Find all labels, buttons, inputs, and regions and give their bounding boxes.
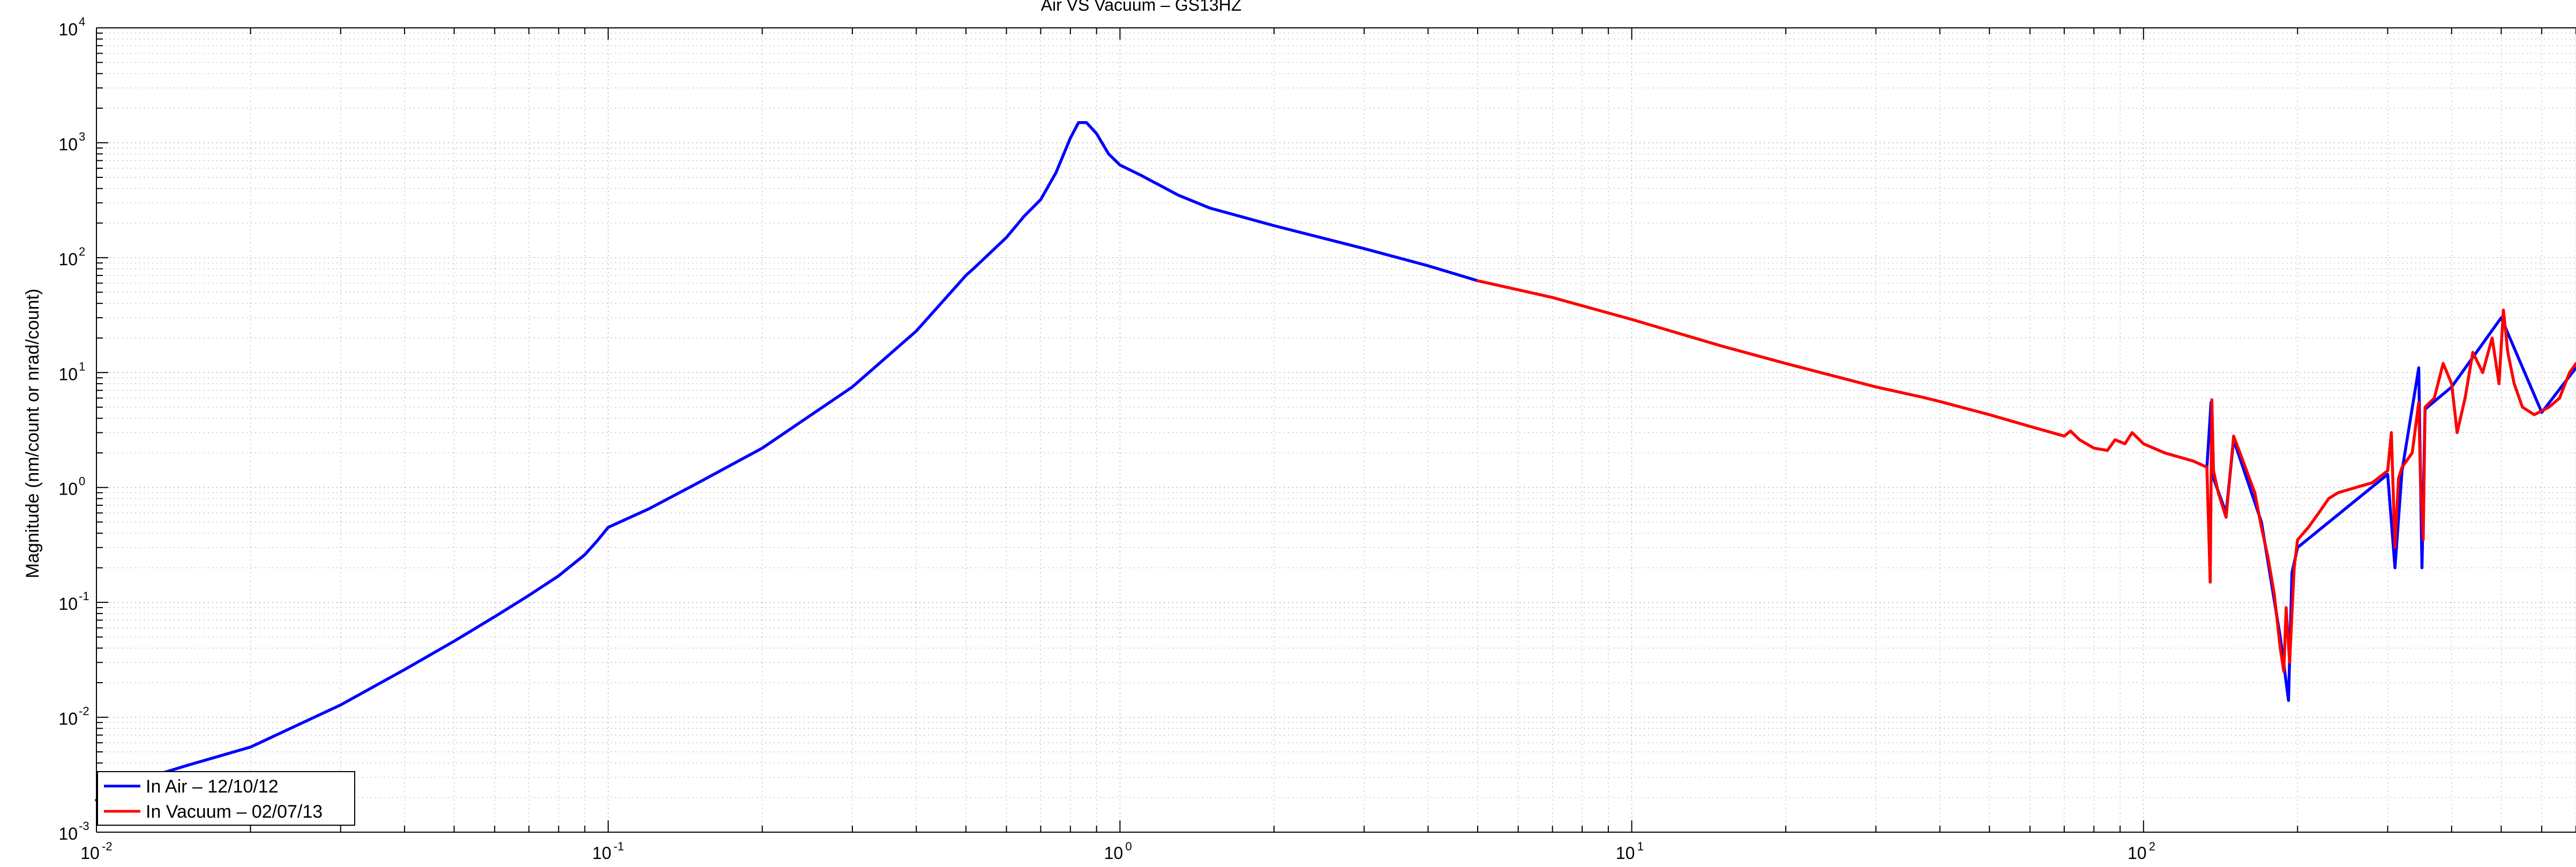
- x-tick-exponent: 2: [2149, 840, 2155, 853]
- legend-box: [97, 771, 355, 826]
- axes: [96, 27, 2576, 833]
- x-tick-exponent: -1: [613, 840, 624, 853]
- y-tick-label: 10: [58, 364, 78, 384]
- y-tick-label: 10: [58, 20, 78, 39]
- x-tick-exponent: 1: [1637, 840, 1644, 853]
- y-tick-label: 10: [58, 594, 78, 614]
- series-layer: [95, 121, 2576, 802]
- y-tick-exponent: 1: [79, 360, 85, 373]
- y-tick-label: 10: [58, 824, 78, 843]
- x-tick-label: 10: [1616, 843, 1635, 863]
- x-tick-labels: 10 -2 10 -1 10 0 10 1 10 2: [80, 840, 2155, 863]
- y-tick-label: 10: [58, 709, 78, 729]
- y-tick-exponent: 3: [79, 130, 85, 143]
- y-axis-title: Magnitude (nm/count or nrad/count): [23, 289, 43, 579]
- chart-title: Air VS Vacuum – GS13HZ: [1041, 0, 1242, 14]
- x-tick-exponent: 0: [1125, 840, 1132, 853]
- series-line-in-vacuum-overlay: [1477, 279, 2576, 673]
- y-tick-exponent: -3: [79, 819, 89, 833]
- x-tick-exponent: -2: [102, 840, 113, 853]
- y-tick-exponent: 4: [79, 15, 85, 28]
- y-tick-exponent: -2: [79, 705, 89, 718]
- series-line-0: [95, 121, 1479, 802]
- y-tick-label: 10: [58, 134, 78, 154]
- grid: [96, 27, 2576, 833]
- y-tick-exponent: 2: [79, 245, 85, 258]
- legend-label-in-vacuum: In Vacuum – 02/07/13: [146, 802, 323, 822]
- y-tick-label: 10: [58, 480, 78, 499]
- y-tick-exponent: 0: [79, 475, 85, 488]
- y-tick-exponent: -1: [79, 589, 89, 603]
- y-tick-label: 10: [58, 250, 78, 269]
- legend: In Air – 12/10/12 In Vacuum – 02/07/13: [97, 771, 355, 826]
- x-tick-label: 10: [80, 843, 100, 863]
- legend-label-in-air: In Air – 12/10/12: [146, 776, 279, 797]
- x-tick-label: 10: [1104, 843, 1124, 863]
- x-tick-label: 10: [2128, 843, 2147, 863]
- x-tick-label: 10: [592, 843, 611, 863]
